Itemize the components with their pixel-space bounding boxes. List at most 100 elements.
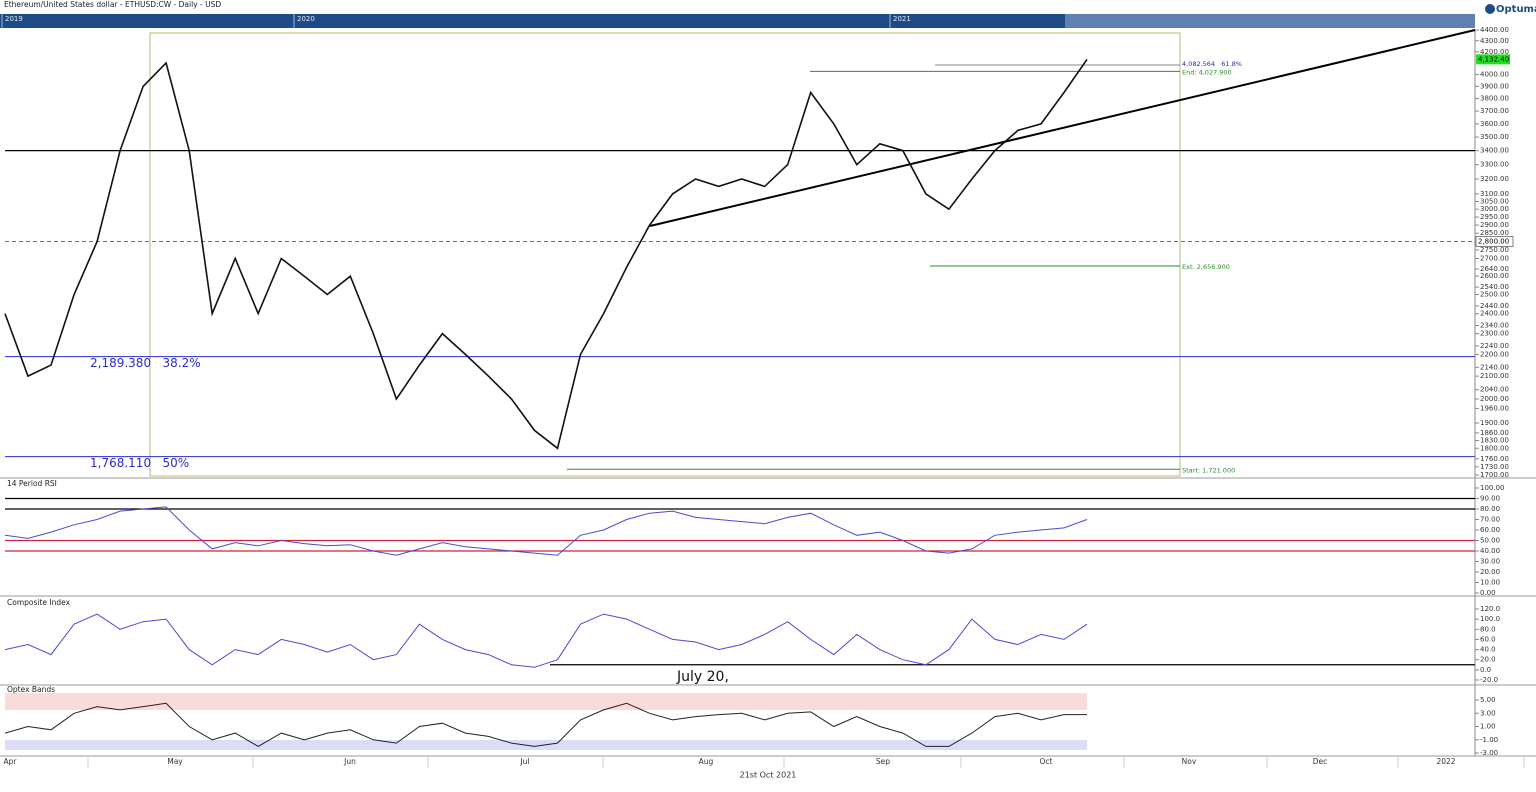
y-tick-label: 2750.00 [1480, 246, 1509, 254]
y-tick-label: 4200.00 [1480, 48, 1509, 56]
y-tick-label: 2700.00 [1480, 255, 1509, 263]
y-tick-label: -3.00 [1480, 749, 1498, 757]
y-tick-label: 2440.00 [1480, 302, 1509, 310]
fib-label: Start: 1,721.000 [1182, 466, 1235, 474]
y-tick-label: 3500.00 [1480, 133, 1509, 141]
y-tick-label: 1860.00 [1480, 429, 1509, 437]
y-tick-label: 10.00 [1480, 579, 1500, 587]
panel-title: 14 Period RSI [7, 479, 57, 488]
y-tick-label: 4000.00 [1480, 71, 1509, 79]
y-tick-label: 3050.00 [1480, 197, 1509, 205]
y-tick-label: 4300.00 [1480, 37, 1509, 45]
x-tick-label: Jul [519, 757, 529, 766]
series-line [4, 506, 1088, 556]
y-tick-label: 100.0 [1480, 615, 1500, 623]
y-tick-label: 20.00 [1480, 568, 1500, 576]
y-tick-label: 1830.00 [1480, 437, 1509, 445]
series-line [4, 58, 1088, 450]
y-tick-label: 90.00 [1480, 495, 1500, 503]
y-tick-label: -1.00 [1480, 736, 1498, 744]
y-tick-label: 2640.00 [1480, 265, 1509, 273]
y-tick-label: 1800.00 [1480, 444, 1509, 452]
y-tick-label: 3200.00 [1480, 175, 1509, 183]
timeline-label: 2021 [893, 15, 911, 23]
x-tick-label: 2022 [1436, 757, 1455, 766]
trend-line [649, 29, 1476, 227]
y-tick-label: 2240.00 [1480, 342, 1509, 350]
y-tick-label: 40.0 [1480, 646, 1496, 654]
y-tick-label: 4400.00 [1480, 26, 1509, 34]
fib-label: End: 4,027.900 [1182, 68, 1232, 76]
y-tick-label: 60.0 [1480, 635, 1496, 643]
y-tick-label: 100.00 [1480, 484, 1505, 492]
fib-label: 1,768.110 50% [90, 456, 189, 470]
y-tick-label: 2500.00 [1480, 291, 1509, 299]
x-tick-label: Dec [1313, 757, 1328, 766]
y-tick-label: 1730.00 [1480, 463, 1509, 471]
y-tick-label: 80.00 [1480, 505, 1500, 513]
x-tick-label: Jun [343, 757, 356, 766]
timeline-bar [0, 14, 1065, 28]
y-tick-label: 70.00 [1480, 516, 1500, 524]
timeline-label: 2020 [297, 15, 315, 23]
y-tick-label: 2600.00 [1480, 272, 1509, 280]
y-tick-label: 2850.00 [1480, 229, 1509, 237]
note: July 20, [676, 669, 729, 685]
y-tick-label: 3400.00 [1480, 147, 1509, 155]
panel-title: Optex Bands [7, 685, 55, 694]
y-tick-label: 1700.00 [1480, 471, 1509, 479]
logo-mark [1485, 4, 1495, 14]
price-label: 4,132.40 [1478, 55, 1509, 63]
brand: Optuma [1496, 4, 1536, 15]
price-label-box [1476, 54, 1510, 65]
y-tick-label: 2400.00 [1480, 310, 1509, 318]
y-tick-label: 2900.00 [1480, 221, 1509, 229]
y-tick-label: 1960.00 [1480, 404, 1509, 412]
x-tick-label: May [167, 757, 183, 766]
y-tick-label: 80.0 [1480, 625, 1496, 633]
y-tick-label: 40.00 [1480, 547, 1500, 555]
y-tick-label: 2950.00 [1480, 213, 1509, 221]
y-tick-label: 20.0 [1480, 656, 1496, 664]
x-tick-label: Sep [876, 757, 890, 766]
fib-label: 2,189.380 38.2% [90, 356, 201, 370]
fib-box [149, 32, 1181, 477]
fib-label: 4,082.564 61.8% [1182, 60, 1242, 68]
panel-title: Ethereum/United States dollar - ETHUSD:C… [4, 0, 221, 9]
y-tick-label: 1900.00 [1480, 419, 1509, 427]
y-tick-label: 3800.00 [1480, 95, 1509, 103]
y-tick-label: 2200.00 [1480, 350, 1509, 358]
y-tick-label: 3300.00 [1480, 161, 1509, 169]
panel-title: Composite Index [7, 598, 71, 607]
y-tick-label: 2040.00 [1480, 386, 1509, 394]
y-tick-label: 2100.00 [1480, 372, 1509, 380]
x-tick-label: Apr [4, 757, 18, 766]
y-tick-label: 1.00 [1480, 723, 1496, 731]
y-tick-label: 120.0 [1480, 605, 1500, 613]
y-tick-label: 3000.00 [1480, 205, 1509, 213]
fib-label: Ext: 2,656.900 [1182, 263, 1230, 271]
y-tick-label: 0.00 [1480, 589, 1496, 597]
y-tick-label: 2340.00 [1480, 321, 1509, 329]
y-tick-label: 50.00 [1480, 537, 1500, 545]
optex-upper-band [5, 693, 1087, 710]
y-tick-label: 3100.00 [1480, 190, 1509, 198]
series-line [4, 613, 1088, 668]
date-caption: 21st Oct 2021 [740, 771, 797, 780]
logo-box [1475, 14, 1536, 28]
x-tick-label: Aug [699, 757, 714, 766]
series-line [4, 702, 1087, 747]
x-tick-label: Oct [1040, 757, 1053, 766]
y-tick-label: 2300.00 [1480, 330, 1509, 338]
timeline-label: 2019 [5, 15, 23, 23]
y-tick-label: 1760.00 [1480, 455, 1509, 463]
y-tick-label: 2000.00 [1480, 395, 1509, 403]
timeline-window [1065, 14, 1475, 28]
y-tick-label: 5.00 [1480, 696, 1496, 704]
y-tick-label: 30.00 [1480, 558, 1500, 566]
x-tick-label: Nov [1182, 757, 1197, 766]
y-tick-label: 3700.00 [1480, 107, 1509, 115]
